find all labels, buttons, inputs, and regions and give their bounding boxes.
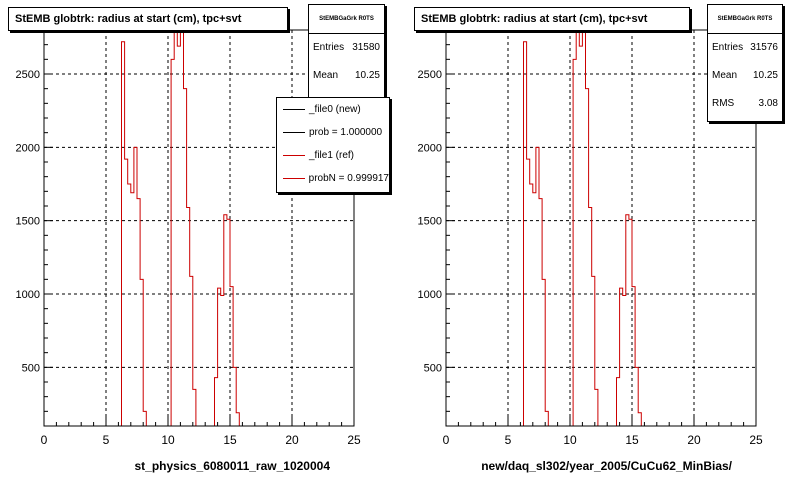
left-x-tick-label: 5 <box>103 433 110 447</box>
left-y-tick-label: 2500 <box>16 69 40 81</box>
right-plot-title: StEMB globtrk: radius at start (cm), tpc… <box>414 7 690 31</box>
right-stats-box: StEMBGaGrk R0TS Entries 31576 Mean 10.25 R… <box>707 4 783 122</box>
right-y-tick-label: 1500 <box>418 216 442 228</box>
left-stats-name: StEMBGaGrk R0TS <box>309 5 384 34</box>
right-x-tick-label: 5 <box>505 433 512 447</box>
left-y-tick-label: 2000 <box>16 142 40 154</box>
right-stats-mean: Mean 10.25 <box>712 70 778 81</box>
right-x-tick-label: 15 <box>625 433 639 447</box>
right-x-tick-label: 10 <box>563 433 577 447</box>
legend-entry-ref: _file1 (ref) <box>277 144 389 167</box>
left-y-tick-label: 1500 <box>16 216 40 228</box>
right-stats-rms: RMS 3.08 <box>712 98 778 109</box>
legend-line-icon <box>283 178 305 179</box>
right-stats-name: StEMBGaGrk R0TS <box>708 5 782 34</box>
left-stats-entries: Entries 31580 <box>313 42 380 53</box>
right-x-axis-label: new/daq_sl302/year_2005/CuCu62_MinBias/ <box>481 459 732 473</box>
left-stats-mean: Mean 10.25 <box>313 70 380 81</box>
right-y-tick-label: 2500 <box>418 69 442 81</box>
left-histogram-series <box>44 28 354 427</box>
right-stats-entries: Entries 31576 <box>712 42 778 53</box>
right-y-tick-label: 500 <box>424 362 442 374</box>
left-y-tick-label: 1000 <box>16 289 40 301</box>
left-legend: _file0 (new) prob = 1.000000 _file1 (ref… <box>276 97 390 193</box>
left-x-tick-label: 20 <box>285 433 299 447</box>
right-y-tick-label: 2000 <box>418 142 442 154</box>
right-x-tick-label: 20 <box>687 433 701 447</box>
left-x-tick-label: 10 <box>161 433 175 447</box>
left-x-tick-label: 0 <box>41 433 48 447</box>
legend-entry-new: _file0 (new) <box>277 98 389 121</box>
legend-line-icon <box>283 132 305 133</box>
legend-entry-prob: prob = 1.000000 <box>277 121 389 144</box>
legend-line-icon <box>283 109 305 110</box>
left-x-tick-label: 25 <box>347 433 361 447</box>
left-y-tick-label: 500 <box>22 362 40 374</box>
left-x-axis-label: st_physics_6080011_raw_1020004 <box>134 459 330 473</box>
right-x-tick-label: 25 <box>749 433 763 447</box>
right-x-tick-label: 0 <box>443 433 450 447</box>
right-histogram-series <box>446 28 756 427</box>
legend-line-icon <box>283 155 305 156</box>
left-x-tick-label: 15 <box>223 433 237 447</box>
legend-entry-probn: probN = 0.999917 <box>277 167 389 190</box>
right-y-tick-label: 1000 <box>418 289 442 301</box>
left-plot-title: StEMB globtrk: radius at start (cm), tpc… <box>8 7 288 31</box>
